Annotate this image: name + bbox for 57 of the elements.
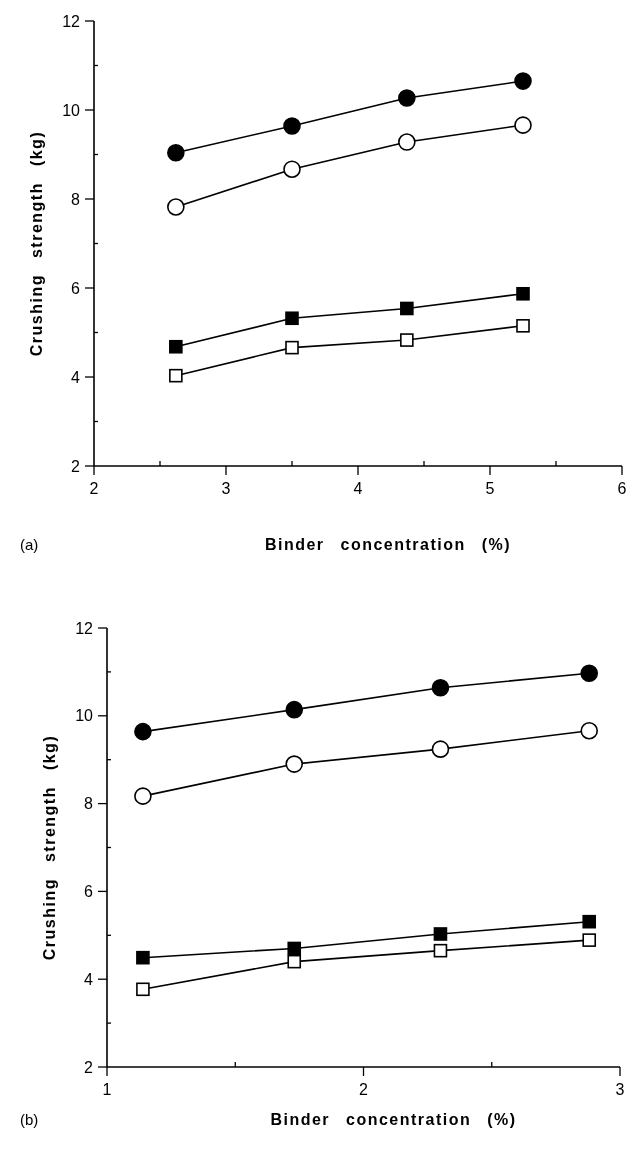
point bbox=[169, 368, 183, 383]
point bbox=[400, 301, 414, 316]
point bbox=[431, 678, 450, 697]
point bbox=[433, 927, 448, 941]
point bbox=[136, 950, 150, 965]
y-tick-label: 4 bbox=[84, 970, 94, 988]
x-tick-label: 5 bbox=[485, 480, 495, 497]
point bbox=[285, 340, 299, 355]
point bbox=[167, 198, 185, 216]
point bbox=[136, 982, 150, 997]
text: (a) bbox=[20, 536, 39, 553]
x-tick-label: 6 bbox=[617, 480, 627, 497]
y-tick-label: 10 bbox=[75, 707, 94, 725]
point bbox=[398, 133, 416, 151]
point bbox=[433, 943, 448, 958]
x-tick-label: 3 bbox=[615, 1081, 625, 1098]
y-axis-title: Crushing strength (kg) bbox=[28, 130, 45, 357]
point bbox=[431, 740, 450, 758]
point bbox=[287, 954, 302, 969]
y-tick-label: 6 bbox=[71, 279, 81, 297]
y-tick-label: 4 bbox=[71, 368, 81, 386]
y-tick-label: 12 bbox=[75, 619, 94, 637]
point bbox=[582, 933, 597, 947]
text: (b) bbox=[20, 1111, 39, 1128]
x-tick-label: 3 bbox=[221, 480, 231, 497]
point bbox=[169, 339, 183, 354]
point bbox=[287, 941, 302, 956]
y-tick-label: 12 bbox=[62, 12, 81, 30]
y-axis-title: Crushing strength (kg) bbox=[41, 734, 58, 961]
y-tick-label: 6 bbox=[84, 883, 94, 900]
x-axis-title: Binder concentration (%) bbox=[270, 1111, 517, 1128]
x-tick-label: 2 bbox=[359, 1081, 369, 1098]
point bbox=[514, 116, 532, 134]
point bbox=[580, 721, 599, 740]
y-tick-label: 2 bbox=[84, 1058, 94, 1076]
point bbox=[400, 333, 414, 347]
point bbox=[516, 286, 530, 301]
point bbox=[580, 664, 599, 683]
y-tick-label: 10 bbox=[62, 101, 81, 119]
point bbox=[134, 787, 152, 805]
point bbox=[283, 117, 301, 135]
y-tick-label: 8 bbox=[84, 795, 94, 813]
point bbox=[285, 311, 299, 326]
point bbox=[514, 72, 532, 90]
point bbox=[582, 914, 597, 929]
x-tick-label: 4 bbox=[353, 480, 363, 497]
x-tick-label: 1 bbox=[102, 1081, 112, 1098]
point bbox=[516, 319, 530, 333]
point bbox=[134, 722, 152, 741]
point bbox=[283, 160, 301, 178]
point bbox=[167, 143, 185, 162]
point bbox=[398, 89, 416, 107]
y-tick-label: 8 bbox=[71, 190, 81, 208]
y-tick-label: 2 bbox=[71, 457, 81, 475]
x-axis-title: Binder concentration (%) bbox=[264, 536, 512, 553]
point bbox=[285, 755, 304, 773]
point bbox=[285, 700, 304, 719]
